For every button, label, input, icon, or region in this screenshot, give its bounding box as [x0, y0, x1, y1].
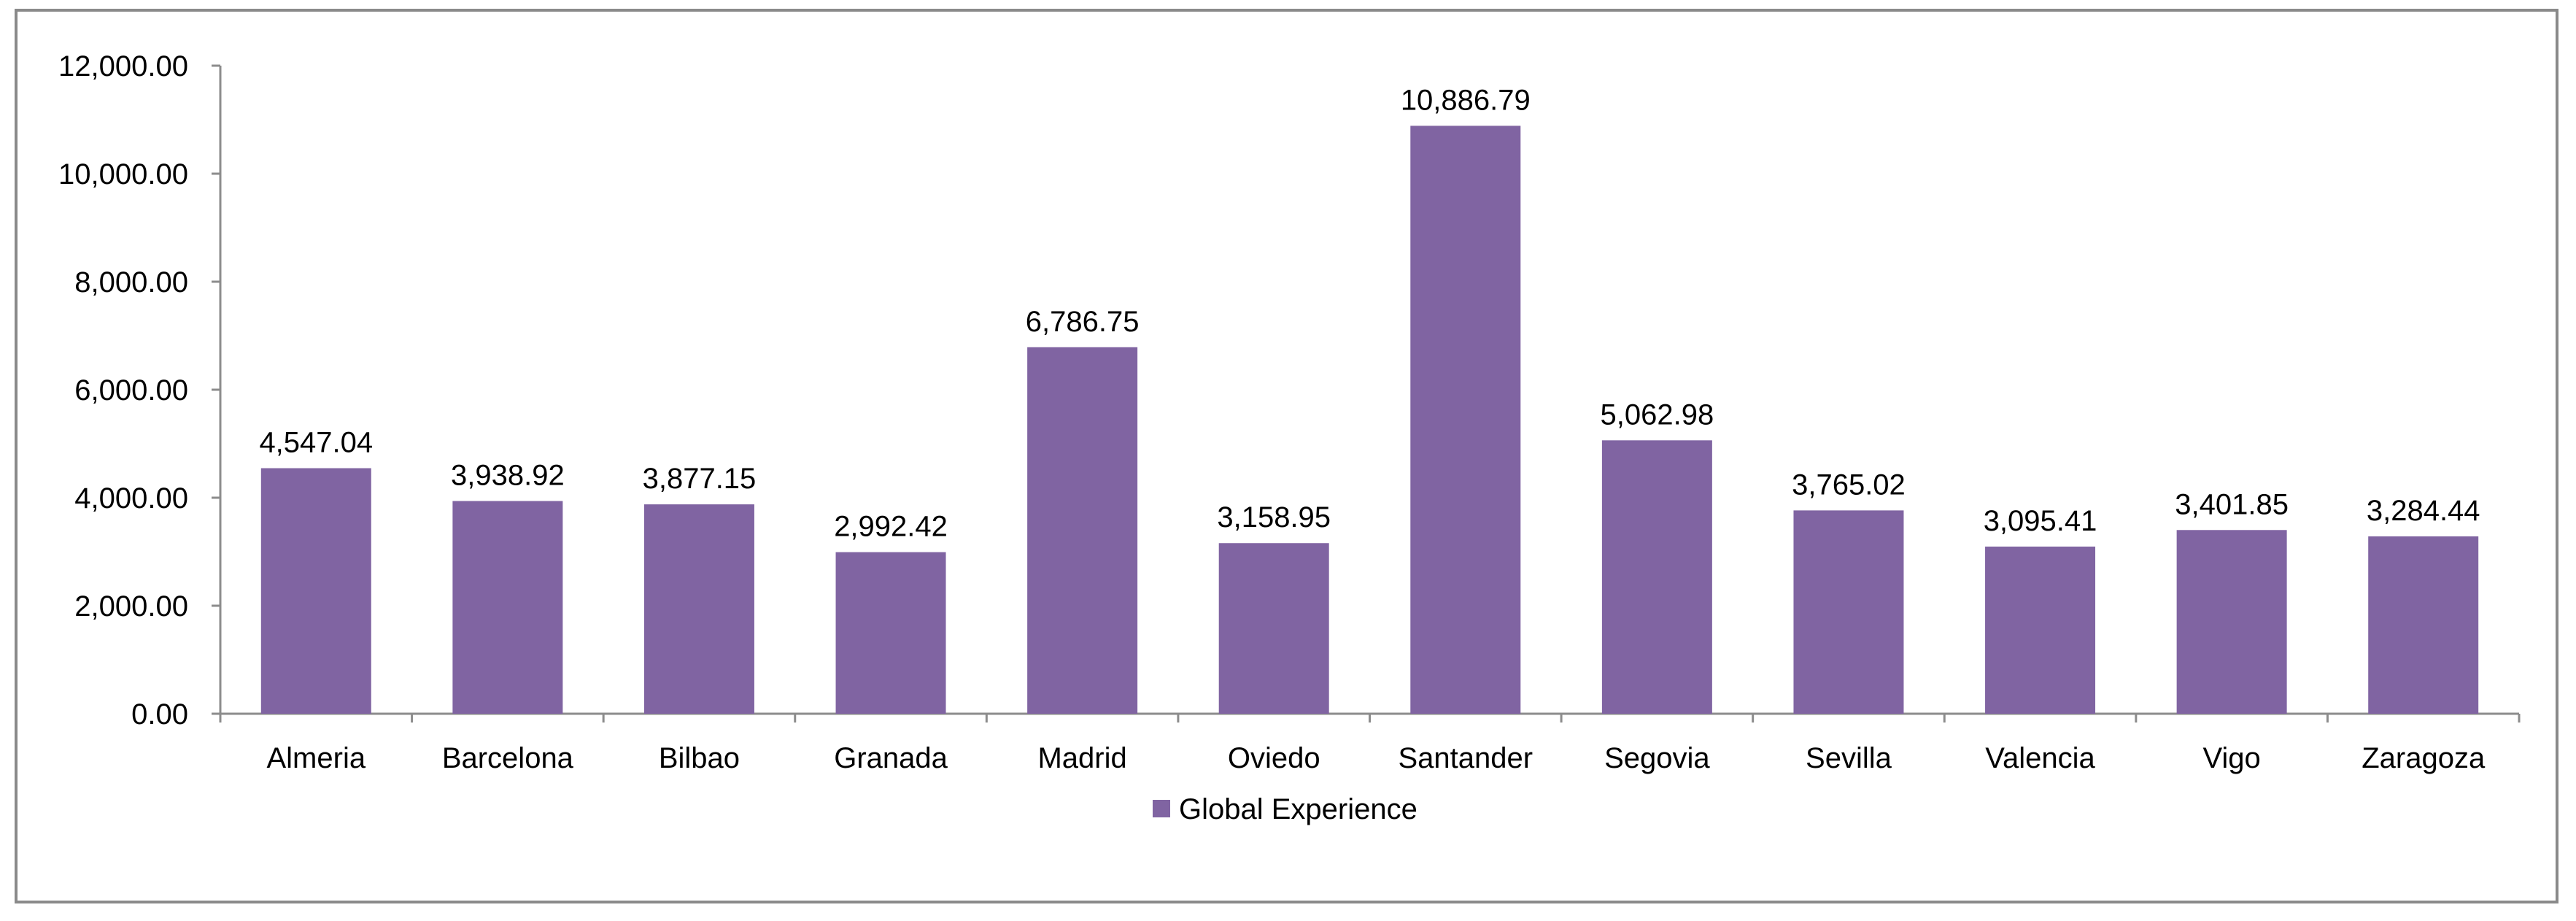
y-tick-label: 4,000.00 — [74, 482, 188, 515]
bar — [2368, 536, 2479, 714]
bar — [1601, 440, 1712, 714]
data-label: 3,877.15 — [643, 463, 757, 495]
bar — [835, 552, 946, 714]
bar-chart: 0.00 2,000.00 4,000.00 6,000.00 8,000.00 10,0… — [58, 50, 2521, 825]
bar — [2176, 530, 2287, 714]
y-tick-label: 6,000.00 — [74, 374, 188, 406]
bar — [1793, 510, 1904, 714]
data-label: 3,401.85 — [2175, 488, 2289, 520]
x-tick-label: Santander — [1398, 742, 1533, 774]
data-label: 6,786.75 — [1026, 306, 1140, 338]
y-tick-label: 10,000.00 — [58, 158, 188, 190]
bar — [643, 504, 754, 714]
legend-label: Global Experience — [1179, 793, 1417, 825]
x-tick-label: Zaragoza — [2362, 742, 2486, 774]
y-axis: 0.00 2,000.00 4,000.00 6,000.00 8,000.00 10,0… — [58, 50, 222, 731]
legend: Global Experience — [1153, 793, 1417, 825]
y-tick-label: 8,000.00 — [74, 266, 188, 298]
data-labels: 4,547.04 3,938.92 3,877.15 2,992.42 6,786.75… — [259, 84, 2480, 542]
bars — [260, 126, 2479, 714]
x-tick-label: Valencia — [1985, 742, 2095, 774]
data-label: 5,062.98 — [1601, 398, 1714, 431]
data-label: 3,158.95 — [1217, 501, 1331, 533]
bar — [260, 468, 371, 714]
x-tick-label: Almeria — [266, 742, 365, 774]
x-tick-label: Sevilla — [1806, 742, 1892, 774]
data-label: 3,938.92 — [451, 460, 565, 492]
data-label: 3,095.41 — [1984, 505, 2097, 537]
x-tick-label: Barcelona — [442, 742, 574, 774]
bar — [1218, 543, 1329, 714]
x-axis: Almeria Barcelona Bilbao Granada Madrid Ovied… — [219, 712, 2521, 774]
data-label: 4,547.04 — [259, 427, 373, 459]
y-tick-label: 0.00 — [131, 698, 188, 731]
x-tick-label: Granada — [834, 742, 948, 774]
data-label: 3,284.44 — [2367, 495, 2480, 527]
data-label: 3,765.02 — [1792, 469, 1906, 501]
bar — [1985, 546, 2096, 714]
chart-frame: 0.00 2,000.00 4,000.00 6,000.00 8,000.00 10,0… — [15, 9, 2558, 903]
bar — [1027, 347, 1138, 714]
x-tick-label: Madrid — [1037, 742, 1126, 774]
legend-swatch — [1153, 800, 1170, 817]
y-tick-label: 2,000.00 — [74, 590, 188, 623]
x-tick-label: Segovia — [1604, 742, 1710, 774]
y-tick-label: 12,000.00 — [58, 50, 188, 82]
x-tick-label: Oviedo — [1228, 742, 1320, 774]
data-label: 2,992.42 — [834, 511, 948, 543]
bar — [452, 501, 563, 714]
x-tick-label: Bilbao — [659, 742, 740, 774]
data-label: 10,886.79 — [1401, 84, 1531, 116]
x-tick-label: Vigo — [2202, 742, 2260, 774]
bar — [1410, 126, 1521, 714]
